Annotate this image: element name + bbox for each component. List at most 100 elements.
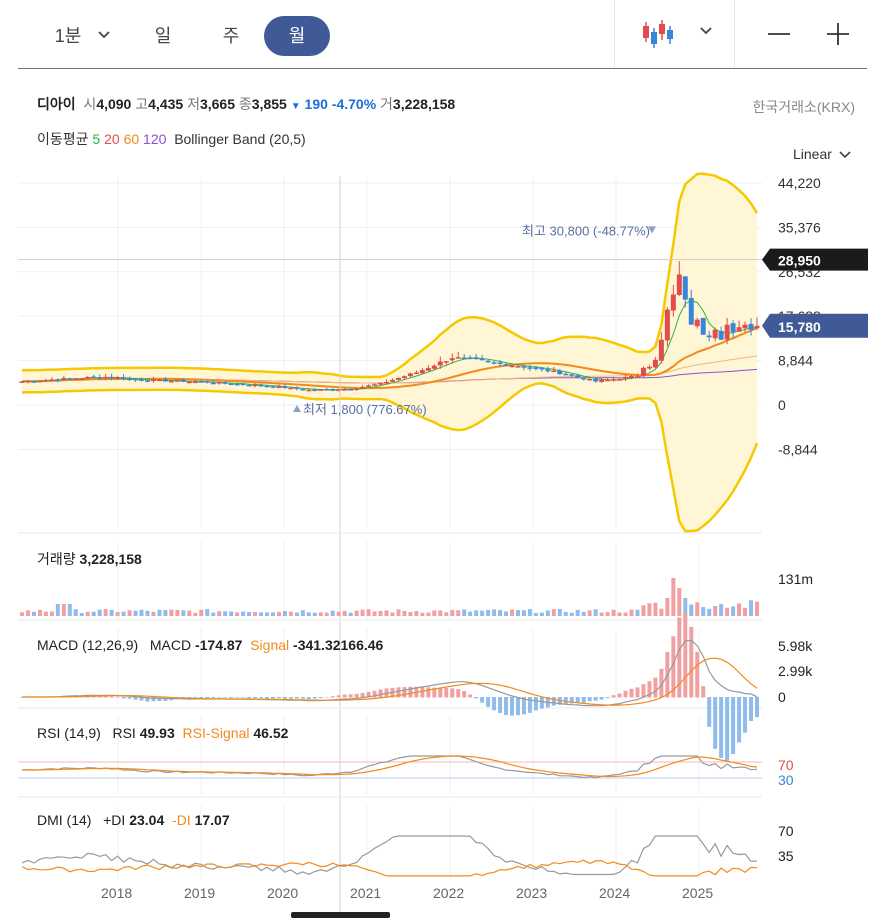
volume-bar bbox=[749, 600, 754, 616]
chevron-down-icon[interactable] bbox=[698, 24, 714, 38]
chevron-down-icon[interactable] bbox=[96, 28, 112, 42]
volume-bar bbox=[468, 611, 473, 616]
candlestick-icon[interactable] bbox=[640, 18, 676, 50]
tab-month[interactable]: 월 bbox=[264, 16, 330, 56]
candle-body bbox=[264, 385, 270, 388]
candle-body bbox=[395, 377, 401, 380]
price-axis-tick: -8,844 bbox=[778, 441, 818, 457]
volume-bar bbox=[31, 611, 36, 616]
volume-bar bbox=[569, 612, 574, 616]
candle-body bbox=[688, 298, 694, 325]
macd-histogram-bar bbox=[229, 697, 234, 698]
macd-histogram-bar bbox=[426, 687, 431, 698]
macd-histogram-bar bbox=[265, 697, 269, 699]
volume-bar bbox=[557, 609, 562, 616]
volume-bar bbox=[217, 611, 222, 616]
candle-body bbox=[575, 375, 581, 378]
candle-body bbox=[694, 319, 700, 327]
macd-histogram-bar bbox=[211, 697, 216, 698]
macd-histogram-bar bbox=[235, 697, 240, 698]
macd-histogram-bar bbox=[599, 697, 604, 700]
volume-bar bbox=[671, 578, 676, 616]
candle-body bbox=[336, 389, 342, 392]
candle-body bbox=[109, 376, 115, 379]
candle-body bbox=[133, 378, 139, 381]
macd-histogram-bar bbox=[527, 697, 532, 713]
macd-histogram-bar bbox=[223, 697, 228, 698]
candle-body bbox=[443, 361, 449, 363]
macd-histogram-bar bbox=[486, 697, 491, 707]
candle-body bbox=[318, 389, 324, 391]
candle-body bbox=[288, 387, 294, 390]
candle-body bbox=[180, 379, 186, 382]
candle-body bbox=[724, 324, 730, 340]
volume-bar bbox=[432, 610, 437, 616]
candle-body bbox=[61, 377, 67, 380]
volume-bar bbox=[563, 611, 568, 616]
volume-bar bbox=[187, 610, 192, 616]
candle-body bbox=[372, 384, 378, 386]
tab-1min[interactable]: 1분 bbox=[38, 16, 98, 56]
rsi-label: RSI bbox=[112, 725, 136, 741]
volume-bar bbox=[229, 611, 234, 616]
ma20-label: 20 bbox=[104, 131, 120, 147]
volume-bar bbox=[169, 609, 174, 616]
macd-histogram-bar bbox=[402, 687, 407, 698]
candle-body bbox=[664, 309, 670, 341]
volume-bar bbox=[731, 606, 736, 616]
scale-select[interactable]: Linear bbox=[793, 146, 851, 162]
volume-bar bbox=[695, 602, 700, 616]
rsi-signal-label: RSI-Signal bbox=[182, 725, 250, 741]
macd-histogram-bar bbox=[713, 697, 718, 749]
volume-bar bbox=[91, 611, 96, 616]
tab-week[interactable]: 주 bbox=[216, 16, 246, 56]
volume-bar bbox=[199, 609, 204, 616]
volume-bar bbox=[97, 609, 102, 616]
rsi-axis-tick: 70 bbox=[778, 757, 794, 773]
candle-body bbox=[103, 376, 109, 379]
macd-histogram-bar bbox=[157, 697, 162, 702]
volume-bar bbox=[247, 611, 252, 616]
candle-body bbox=[527, 367, 533, 369]
macd-histogram-bar bbox=[193, 697, 198, 699]
zoom-out-icon[interactable] bbox=[766, 24, 792, 44]
rsi-value: 49.93 bbox=[139, 725, 175, 741]
tab-day-label: 일 bbox=[154, 26, 172, 46]
candle-body bbox=[503, 364, 509, 366]
macd-histogram-bar bbox=[641, 684, 646, 698]
macd-title: MACD (12,26,9) bbox=[37, 637, 139, 653]
candle-body bbox=[407, 373, 413, 377]
candle-body bbox=[658, 339, 664, 361]
macd-histogram-bar bbox=[348, 694, 353, 698]
dmi-panel-title: DMI (14) +DI 23.04 -DI 17.07 bbox=[37, 812, 230, 828]
candle-body bbox=[569, 374, 575, 376]
macd-histogram-bar bbox=[575, 697, 580, 703]
candle-body bbox=[700, 317, 706, 335]
volume-bar bbox=[539, 612, 544, 616]
indicator-legend[interactable]: 이동평균 5 20 60 120 Bollinger Band (20,5) bbox=[37, 129, 306, 149]
volume-bar bbox=[611, 609, 616, 616]
volume-bar bbox=[103, 609, 108, 616]
macd-histogram-bar bbox=[438, 687, 443, 698]
zoom-in-icon[interactable] bbox=[826, 22, 850, 46]
macd-histogram-bar bbox=[270, 697, 275, 699]
tab-day[interactable]: 일 bbox=[148, 16, 178, 56]
candle-body bbox=[539, 368, 545, 370]
volume-bar bbox=[492, 609, 497, 616]
candle-body bbox=[378, 382, 384, 385]
macd-histogram-bar bbox=[689, 626, 694, 698]
max-marker-icon bbox=[648, 226, 656, 234]
volume-bar bbox=[306, 612, 311, 616]
macd-signal-label: Signal bbox=[250, 637, 290, 653]
mdi-line bbox=[21, 859, 758, 877]
volume-bar bbox=[151, 611, 156, 616]
volume-bar bbox=[360, 609, 365, 616]
volume-bar bbox=[37, 609, 42, 616]
x-axis-year-label: 2025 bbox=[682, 885, 713, 901]
macd-line bbox=[22, 639, 758, 707]
macd-histogram-bar bbox=[253, 697, 258, 699]
volume-bar bbox=[282, 611, 287, 616]
macd-histogram-bar bbox=[133, 697, 138, 700]
volume-bar bbox=[593, 609, 598, 616]
